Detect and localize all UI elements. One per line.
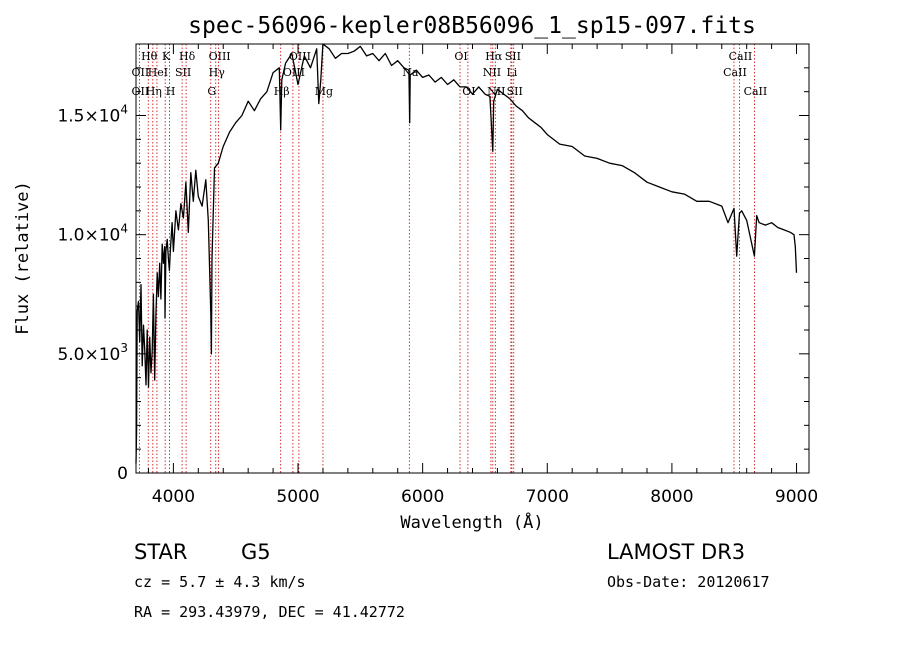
y-tick-label: 1.5×104 <box>57 103 128 127</box>
x-tick-label: 8000 <box>650 487 693 507</box>
spectrum-line-flux <box>135 43 798 464</box>
y-tick-mantissa: 1.5×10 <box>57 107 120 127</box>
survey-name: LAMOST DR3 <box>607 540 746 564</box>
line-id-labels: HθOIIOIIHηHeIKHSIIHδGHγOIIIHβOIIIOIIIMgN… <box>132 50 768 98</box>
y-tick-label: 1.0×104 <box>57 222 128 246</box>
line-id-label: Hγ <box>209 66 226 79</box>
x-tick-label: 5000 <box>276 487 319 507</box>
line-id-label: OI <box>462 85 475 98</box>
line-id-label: SII <box>507 85 523 98</box>
x-axis-label: Wavelength (Å) <box>400 511 543 533</box>
redshift-cz: cz = 5.7 ± 4.3 km/s <box>134 573 306 591</box>
line-id-label: CaII <box>744 85 768 98</box>
line-id-label: OI <box>454 50 467 63</box>
line-id-label: SII <box>505 50 521 63</box>
line-id-label: OIII <box>289 50 311 63</box>
line-id-label: Hα <box>485 50 503 63</box>
plot-frame <box>135 43 810 474</box>
x-axis-ticks: 4000 5000 6000 7000 8000 9000 <box>147 44 818 507</box>
x-tick-label: 6000 <box>401 487 444 507</box>
observation-date: Obs-Date: 20120617 <box>607 573 770 591</box>
line-id-label: NII <box>483 66 501 79</box>
line-id-label: H <box>166 85 176 98</box>
line-id-label: OIII <box>209 50 231 63</box>
object-subclass: G5 <box>241 540 271 564</box>
x-tick-label: 9000 <box>775 487 818 507</box>
y-tick-exponent: 4 <box>120 222 128 236</box>
line-id-label: Hδ <box>179 50 196 63</box>
line-id-label: Hθ <box>141 50 158 63</box>
line-id-label: G <box>207 85 216 98</box>
line-id-label: Li <box>506 66 517 79</box>
sky-coordinates: RA = 293.43979, DEC = 41.42772 <box>134 603 405 621</box>
x-tick-label: 7000 <box>526 487 569 507</box>
y-tick-exponent: 3 <box>120 341 128 355</box>
line-markers <box>138 44 755 473</box>
object-class: STAR <box>134 540 188 564</box>
line-id-label: CaII <box>723 66 747 79</box>
y-tick-mantissa: 0 <box>117 464 128 484</box>
line-id-label: SII <box>175 66 191 79</box>
y-tick-mantissa: 1.0×10 <box>57 226 120 246</box>
line-id-label: HeI <box>148 66 168 79</box>
series-layer <box>135 43 798 464</box>
line-id-label: K <box>162 50 171 63</box>
line-id-label: Hη <box>146 85 162 98</box>
y-tick-mantissa: 5.0×10 <box>57 345 120 365</box>
y-tick-label: 5.0×103 <box>57 341 128 365</box>
x-tick-label: 4000 <box>152 487 195 507</box>
line-id-label: CaII <box>729 50 753 63</box>
chart-title: spec-56096-kepler08B56096_1_sp15-097.fit… <box>188 13 756 39</box>
y-axis-label: Flux (relative) <box>13 181 33 335</box>
y-tick-exponent: 4 <box>120 103 128 117</box>
y-tick-label: 0 <box>117 464 128 484</box>
